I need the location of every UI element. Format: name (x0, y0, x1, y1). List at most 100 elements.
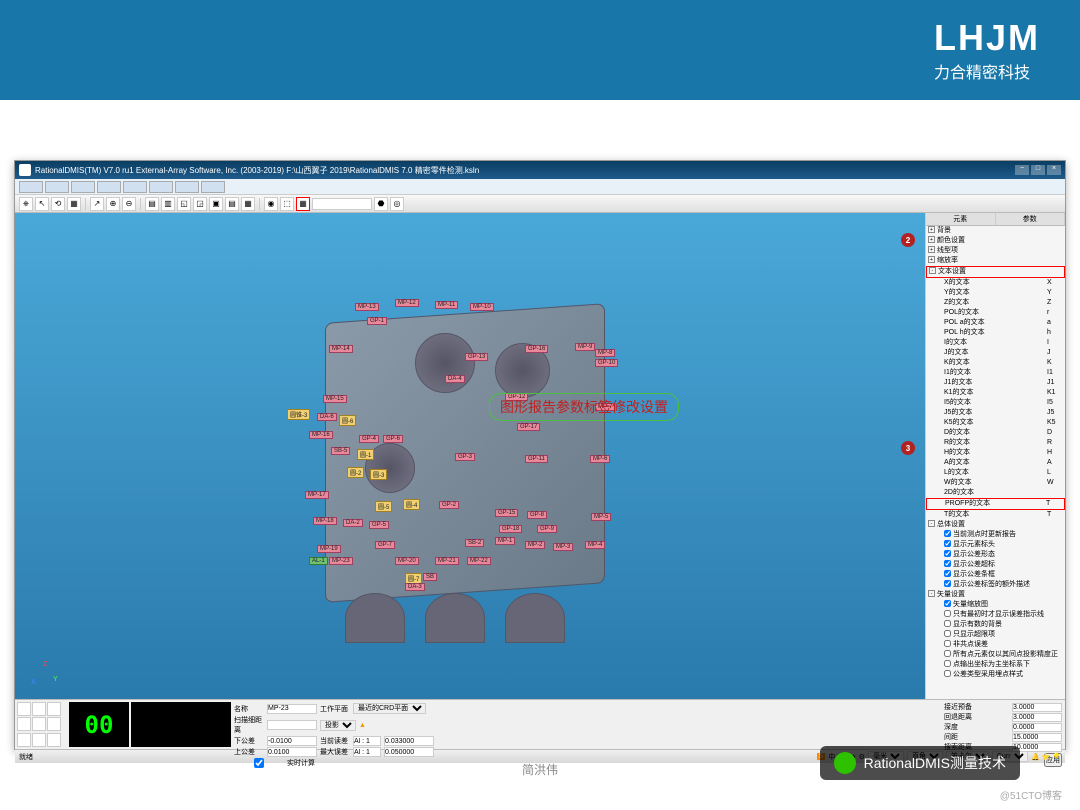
name-input[interactable] (267, 704, 317, 714)
ribbon-tab[interactable] (19, 181, 43, 193)
measure-label[interactable]: MP-9 (575, 343, 595, 351)
measure-label[interactable]: GP-16 (525, 345, 548, 353)
measure-label[interactable]: GP-4 (359, 435, 379, 443)
tree-item[interactable]: 当前测点时更新报告 (926, 530, 1065, 540)
tree-item[interactable]: PROFP的文本T (926, 498, 1065, 510)
measure-label[interactable]: MP-18 (313, 517, 337, 525)
measure-label[interactable]: MP-23 (329, 557, 353, 565)
maximize-button[interactable]: □ (1031, 165, 1045, 175)
tree-item[interactable]: +背景 (926, 226, 1065, 236)
ribbon-tab[interactable] (123, 181, 147, 193)
tree-item[interactable]: K1的文本K1 (926, 388, 1065, 398)
tree-item[interactable]: -总体设置 (926, 520, 1065, 530)
tree-item[interactable]: 矢量缩放图 (926, 600, 1065, 610)
measure-label[interactable]: DA-3 (405, 583, 425, 591)
measure-label[interactable]: GP-1 (367, 317, 387, 325)
measure-label[interactable]: MP-5 (591, 513, 611, 521)
measure-label[interactable]: MP-8 (595, 349, 615, 357)
measure-label[interactable]: 圆-5 (375, 501, 392, 512)
ribbon-tab[interactable] (175, 181, 199, 193)
tree-item[interactable]: -文本设置 (926, 266, 1065, 278)
tree-item[interactable]: I5的文本I5 (926, 398, 1065, 408)
mode-icon[interactable] (32, 733, 46, 747)
tool-button[interactable]: ◉ (264, 197, 278, 211)
measure-label[interactable]: MP-2 (525, 541, 545, 549)
mode-icon[interactable] (32, 717, 46, 731)
measure-label[interactable]: 圆-3 (370, 469, 387, 480)
measure-label[interactable]: 圆-2 (347, 467, 364, 478)
measure-label[interactable]: 圆锥-3 (287, 409, 310, 420)
measure-label[interactable]: SB (423, 573, 437, 581)
tree-item[interactable]: +线型项 (926, 246, 1065, 256)
measure-label[interactable]: AL-1 (309, 557, 328, 565)
tree-item[interactable]: POL的文本r (926, 308, 1065, 318)
measure-label[interactable]: 圆-1 (357, 449, 374, 460)
tool-button[interactable]: ◱ (177, 197, 191, 211)
tool-button[interactable]: ▤ (145, 197, 159, 211)
projection-select[interactable]: 投影 (320, 720, 356, 731)
tree-item[interactable]: J1的文本J1 (926, 378, 1065, 388)
ribbon-tab[interactable] (71, 181, 95, 193)
measure-label[interactable]: GP-5 (369, 521, 389, 529)
measure-label[interactable]: MP-11 (435, 301, 458, 309)
curr-dev-val[interactable] (384, 736, 434, 746)
realtime-checkbox[interactable] (234, 758, 284, 768)
measure-label[interactable]: SB-2 (465, 539, 484, 547)
3d-viewport[interactable]: MP-13MP-12MP-11MP-10GP-1MP-14GP-13GP-16M… (15, 213, 925, 699)
crd-select[interactable]: 最近的CRD平面 (353, 703, 426, 714)
tool-button[interactable]: ▣ (209, 197, 223, 211)
mode-icon[interactable] (17, 717, 31, 731)
measure-label[interactable]: MP-22 (467, 557, 491, 565)
tool-button[interactable]: ⬣ (374, 197, 388, 211)
tree-item[interactable]: 点输出坐标为主坐标系下 (926, 660, 1065, 670)
tool-button[interactable]: ▤ (225, 197, 239, 211)
tree-item[interactable]: I的文本I (926, 338, 1065, 348)
tree-item[interactable]: L的文本L (926, 468, 1065, 478)
tree-item[interactable]: I1的文本I1 (926, 368, 1065, 378)
measure-label[interactable]: MP-15 (323, 395, 347, 403)
measure-label[interactable]: MP-21 (435, 557, 459, 565)
minimize-button[interactable]: − (1015, 165, 1029, 175)
measure-label[interactable]: MP-16 (309, 431, 333, 439)
tree-item[interactable]: 只显示超限项 (926, 630, 1065, 640)
measure-label[interactable]: GP-2 (439, 501, 459, 509)
tree-item[interactable]: Z的文本Z (926, 298, 1065, 308)
tree-item[interactable]: -矢量设置 (926, 590, 1065, 600)
measure-label[interactable]: MP-19 (317, 545, 341, 553)
retract-input[interactable] (1012, 713, 1062, 722)
tree-item[interactable]: D的文本D (926, 428, 1065, 438)
tree-item[interactable]: Y的文本Y (926, 288, 1065, 298)
tree-item[interactable]: 显示元素标头 (926, 540, 1065, 550)
measure-label[interactable]: MP-1 (495, 537, 515, 545)
pitch-input[interactable] (1012, 733, 1062, 742)
tree-item[interactable]: 显示有数的背景 (926, 620, 1065, 630)
max-dev-val[interactable] (384, 747, 434, 757)
measure-label[interactable]: GP-18 (499, 525, 522, 533)
tool-button[interactable]: ▥ (161, 197, 175, 211)
graphic-report-settings-button[interactable]: ▦ (296, 197, 310, 211)
measure-label[interactable]: GP-9 (537, 525, 557, 533)
scan-dist-input[interactable] (267, 720, 317, 730)
measure-label[interactable]: MP-13 (355, 303, 379, 311)
tool-button[interactable]: ⟲ (51, 197, 65, 211)
mode-icon[interactable] (17, 702, 31, 716)
tree-item[interactable]: H的文本H (926, 448, 1065, 458)
mode-icon[interactable] (32, 702, 46, 716)
close-button[interactable]: × (1047, 165, 1061, 175)
tree-item[interactable]: R的文本R (926, 438, 1065, 448)
measure-label[interactable]: DA-4 (445, 375, 465, 383)
tree-item[interactable]: POL a的文本a (926, 318, 1065, 328)
tree-item[interactable]: 只有最初时才显示误差指示线 (926, 610, 1065, 620)
measure-label[interactable]: DA-2 (343, 519, 363, 527)
tool-button[interactable]: ◎ (390, 197, 404, 211)
tool-button[interactable]: ⊕ (106, 197, 120, 211)
measure-label[interactable]: MP-3 (553, 543, 573, 551)
tree-item[interactable]: K5的文本K5 (926, 418, 1065, 428)
tree-item[interactable]: POL h的文本h (926, 328, 1065, 338)
measure-label[interactable]: GP-8 (527, 511, 547, 519)
tool-button[interactable]: ⎈ (19, 197, 33, 211)
tree-item[interactable]: T的文本T (926, 510, 1065, 520)
tree-item[interactable]: A的文本A (926, 458, 1065, 468)
tool-button[interactable]: ▦ (67, 197, 81, 211)
tree-item[interactable]: 2D的文本 (926, 488, 1065, 498)
